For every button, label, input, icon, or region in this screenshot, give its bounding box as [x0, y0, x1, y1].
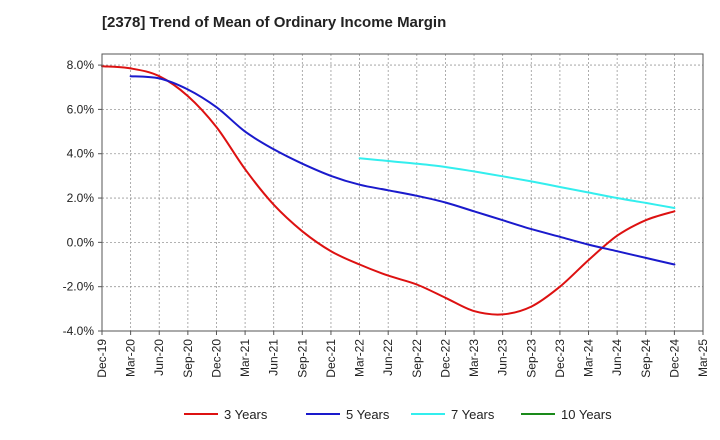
x-tick-label: Mar-25	[696, 339, 710, 377]
x-tick-label: Jun-20	[152, 339, 166, 376]
y-tick-label: -2.0%	[63, 280, 95, 294]
x-tick-label: Sep-22	[410, 339, 424, 378]
y-tick-label: 8.0%	[67, 58, 95, 72]
y-axis: 8.0% 6.0% 4.0% 2.0% 0.0% -2.0% -4.0%	[63, 58, 102, 338]
series-line-5-years	[129, 75, 676, 266]
legend-label-7-years: 7 Years	[451, 407, 495, 422]
x-tick-label: Jun-22	[381, 339, 395, 376]
x-tick-label: Mar-24	[582, 339, 596, 377]
x-tick-label: Mar-20	[124, 339, 138, 377]
y-tick-label: 0.0%	[67, 235, 95, 249]
x-tick-label: Jun-23	[496, 339, 510, 376]
series-line-3-years	[101, 65, 676, 316]
legend-label-10-years: 10 Years	[561, 407, 612, 422]
plot-frame	[101, 53, 704, 332]
x-tick-label: Sep-23	[524, 339, 538, 378]
x-tick-label: Dec-23	[553, 339, 567, 378]
legend: 3 Years 5 Years 7 Years 10 Years	[184, 407, 612, 422]
x-tick-label: Dec-22	[438, 339, 452, 378]
x-tick-label: Dec-19	[95, 339, 109, 378]
y-tick-label: 6.0%	[67, 102, 95, 116]
x-tick-label: Mar-23	[467, 339, 481, 377]
x-tick-label: Dec-21	[324, 339, 338, 378]
x-tick-label: Sep-20	[181, 339, 195, 378]
series-layer	[101, 65, 676, 316]
series-line-7-years	[358, 157, 676, 209]
y-tick-label: -4.0%	[63, 324, 95, 338]
x-tick-label: Sep-21	[295, 339, 309, 378]
x-axis: Dec-19 Mar-20 Jun-20 Sep-20 Dec-20 Mar-21 Jun-…	[95, 331, 710, 378]
x-tick-label: Sep-24	[639, 339, 653, 378]
x-tick-label: Mar-21	[238, 339, 252, 377]
x-tick-label: Jun-21	[267, 339, 281, 376]
y-tick-label: 2.0%	[67, 191, 95, 205]
x-tick-label: Mar-22	[353, 339, 367, 377]
legend-label-5-years: 5 Years	[346, 407, 390, 422]
legend-label-3-years: 3 Years	[224, 407, 268, 422]
x-tick-label: Dec-20	[209, 339, 223, 378]
chart-title: [2378] Trend of Mean of Ordinary Income …	[102, 14, 447, 31]
x-tick-label: Jun-24	[610, 339, 624, 376]
x-tick-label: Dec-24	[667, 339, 681, 378]
y-tick-label: 4.0%	[67, 147, 95, 161]
